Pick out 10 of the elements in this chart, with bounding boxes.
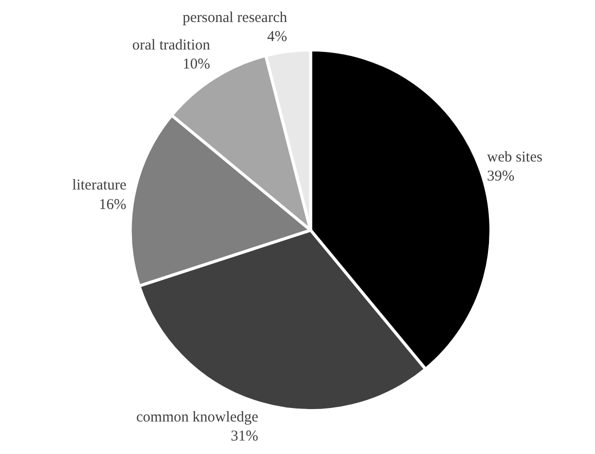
slice-label: oral tradition xyxy=(132,37,211,54)
slice-label: literature xyxy=(72,178,127,194)
slice-label: web sites xyxy=(487,149,543,166)
data-label: 31% xyxy=(230,428,258,445)
data-label: 10% xyxy=(182,56,210,73)
data-label: 4% xyxy=(267,29,288,46)
data-label: 16% xyxy=(98,196,126,213)
slice-label: personal research xyxy=(182,10,288,26)
slice-label: common knowledge xyxy=(136,409,259,426)
data-label: 39% xyxy=(487,168,515,185)
